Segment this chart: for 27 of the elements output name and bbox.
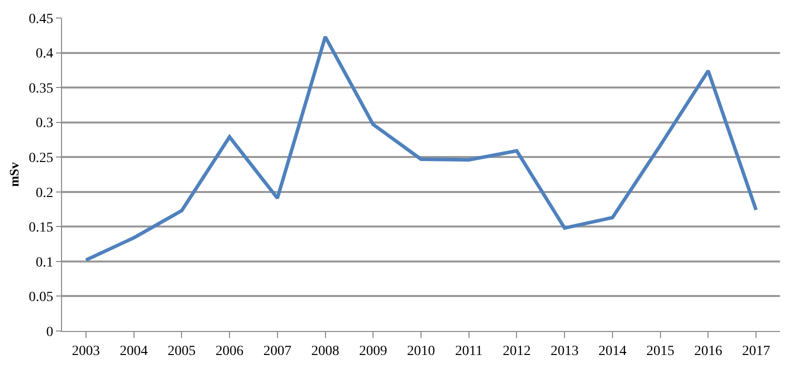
- y-tick-label: 0.3: [36, 116, 54, 132]
- y-tick-label: 0.2: [36, 186, 54, 201]
- x-tick-label: 2003: [72, 344, 100, 359]
- y-tick-label: 0.35: [28, 81, 54, 96]
- x-tick-label: 2017: [742, 344, 770, 359]
- x-tick-label: 2016: [694, 344, 722, 359]
- y-tick-label: 0.05: [28, 290, 54, 306]
- y-tick-label: 0.15: [28, 220, 54, 236]
- x-tick-label: 2008: [311, 344, 340, 359]
- x-tick-label: 2006: [216, 344, 244, 359]
- x-tick-label: 2005: [168, 344, 196, 359]
- y-axis-title: mSv: [6, 162, 22, 187]
- y-tick-label: 0.4: [36, 46, 54, 62]
- x-tick-label: 2004: [120, 344, 148, 359]
- line-series: [84, 35, 758, 262]
- y-tick-label: 0: [46, 324, 54, 340]
- y-tick-label: 0.45: [28, 12, 54, 27]
- x-tick-label: 2009: [359, 344, 388, 359]
- x-tick-label: 2011: [455, 344, 483, 359]
- x-tick-label: 2014: [598, 344, 626, 359]
- y-tick-label: 0.25: [28, 151, 54, 166]
- x-tick-label: 2010: [407, 344, 435, 359]
- x-tick-label: 2015: [646, 344, 674, 359]
- y-tick-label: 0.1: [36, 255, 54, 270]
- x-tick-label: 2012: [502, 344, 531, 359]
- x-tick-label: 2013: [550, 344, 579, 359]
- x-tick-label: 2007: [263, 344, 292, 359]
